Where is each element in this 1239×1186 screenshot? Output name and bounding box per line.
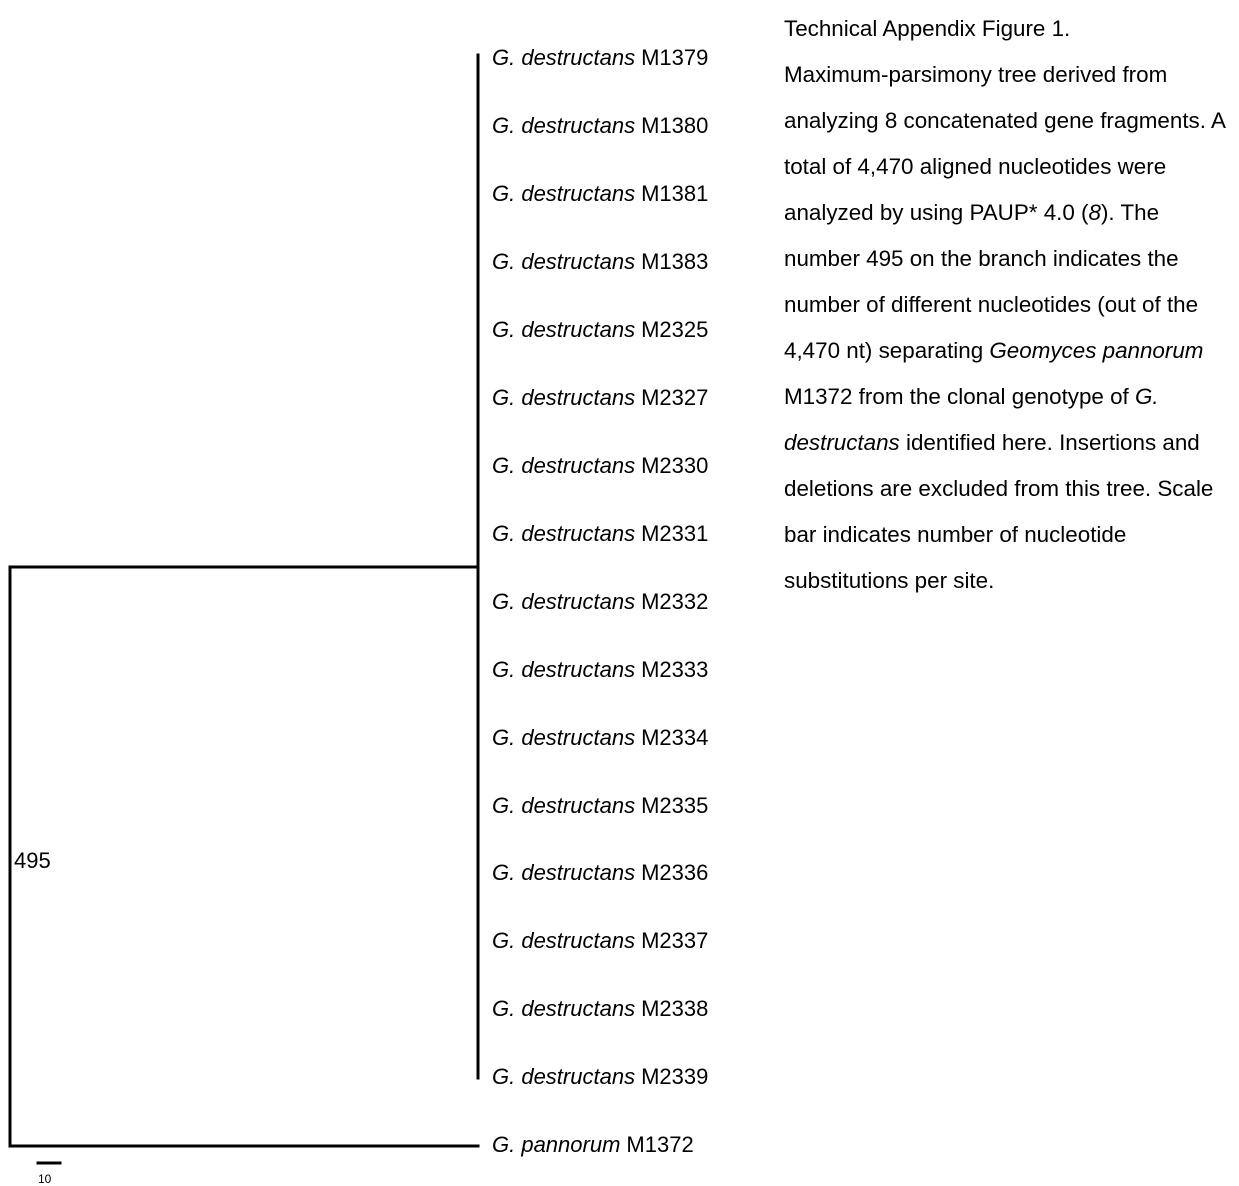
taxon-species: G. destructans: [492, 1064, 636, 1090]
taxon-strain: M1372: [626, 1132, 694, 1158]
taxon-species: G. destructans: [492, 860, 636, 886]
taxon-species: G. destructans: [492, 996, 636, 1022]
caption-text-4: identified here. Insertions and deletion…: [784, 430, 1214, 593]
taxon-strain: M2333: [641, 656, 709, 682]
taxon-strain: M1383: [641, 248, 709, 274]
taxon-label: G. destructans M2336: [492, 860, 708, 886]
taxon-species: G. destructans: [492, 452, 636, 478]
taxon-strain: M2332: [641, 588, 709, 614]
taxon-strain: M2339: [641, 1064, 709, 1090]
caption-species-2: G. destructans: [784, 384, 1159, 455]
taxon-species: G. destructans: [492, 792, 636, 818]
taxon-species: G. destructans: [492, 45, 636, 70]
taxon-species: G. destructans: [492, 316, 636, 342]
taxon-label: G. destructans M2337: [492, 928, 708, 954]
taxon-label: G. destructans M2334: [492, 725, 708, 751]
taxon-species: G. destructans: [492, 520, 636, 546]
caption-text-1: Maximum-parsimony tree derived from anal…: [784, 62, 1225, 225]
taxon-species: G. pannorum: [492, 1132, 621, 1158]
taxon-species: G. destructans: [492, 180, 636, 206]
taxon-label: G. destructans M2332: [492, 589, 708, 615]
taxon-label: G. destructans M2335: [492, 793, 708, 819]
taxon-label: G. destructans M2338: [492, 996, 708, 1022]
taxon-strain: M1381: [641, 180, 709, 206]
taxon-strain: M2337: [641, 928, 709, 954]
caption-species-1: Geomyces pannorum: [989, 338, 1204, 363]
taxon-species: G. destructans: [492, 656, 636, 682]
taxon-strain: M2325: [641, 316, 709, 342]
taxon-label: G. destructans M1380: [492, 113, 708, 139]
taxon-label: G. destructans M2339: [492, 1064, 708, 1090]
taxon-strain: M2331: [641, 520, 709, 546]
taxon-strain: M2338: [641, 996, 709, 1022]
taxon-label: G. destructans M1381: [492, 181, 708, 207]
taxon-strain: M1380: [641, 113, 709, 138]
taxon-label: G. destructans M1379: [492, 45, 708, 71]
caption-ref: 8: [1088, 200, 1101, 225]
caption-text-2: ). The number 495 on the branch indicate…: [784, 200, 1199, 363]
taxon-label: G. destructans M2333: [492, 657, 708, 683]
taxon-strain: M2336: [641, 860, 709, 886]
taxon-label: G. destructans M2327: [492, 385, 708, 411]
figure-caption: Technical Appendix Figure 1. Maximum-par…: [784, 6, 1234, 604]
taxon-strain: M2335: [641, 792, 709, 818]
caption-body: Maximum-parsimony tree derived from anal…: [784, 52, 1234, 604]
taxon-species: G. destructans: [492, 928, 636, 954]
taxon-label: G. destructans M2331: [492, 521, 708, 547]
taxon-species: G. destructans: [492, 724, 636, 750]
taxon-strain: M2330: [641, 452, 709, 478]
taxon-species: G. destructans: [492, 113, 636, 138]
taxon-strain: M2327: [641, 384, 709, 410]
caption-title: Technical Appendix Figure 1.: [784, 16, 1071, 41]
taxon-species: G. destructans: [492, 384, 636, 410]
taxon-strain: M1379: [641, 45, 709, 70]
taxon-strain: M2334: [641, 724, 709, 750]
taxon-label: G. destructans M2325: [492, 317, 708, 343]
caption-text-3: M1372 from the clonal genotype of: [784, 384, 1136, 409]
taxon-label: G. destructans M2330: [492, 453, 708, 479]
taxon-label: G. destructans M1383: [492, 249, 708, 275]
taxon-label: G. pannorum M1372: [492, 1132, 694, 1158]
taxon-species: G. destructans: [492, 248, 636, 274]
taxon-species: G. destructans: [492, 588, 636, 614]
branch-length-label: 495: [14, 848, 51, 873]
scale-bar-label: 10: [38, 1172, 52, 1186]
